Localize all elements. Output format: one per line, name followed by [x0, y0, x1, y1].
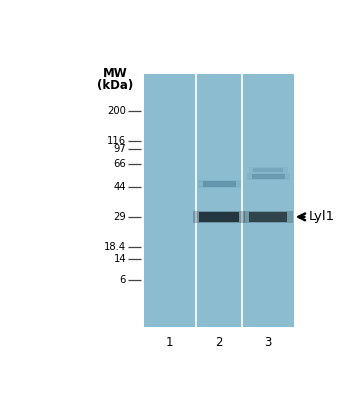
Text: MW: MW [103, 68, 128, 80]
Text: 1: 1 [166, 336, 174, 349]
Bar [247, 173, 290, 180]
Bar [250, 212, 287, 222]
Text: 44: 44 [114, 182, 126, 192]
Bar [203, 181, 236, 187]
Bar [252, 174, 285, 179]
Text: Lyl1: Lyl1 [309, 210, 335, 223]
Text: 14: 14 [114, 254, 126, 264]
Bar [253, 168, 283, 172]
Text: 29: 29 [113, 212, 126, 222]
Bar [193, 211, 245, 223]
Text: 18.4: 18.4 [104, 242, 126, 252]
Bar [244, 211, 293, 223]
Text: 3: 3 [265, 336, 272, 349]
Text: (kDa): (kDa) [97, 79, 133, 92]
Text: 116: 116 [107, 136, 126, 146]
Text: 200: 200 [107, 106, 126, 116]
Text: 66: 66 [113, 159, 126, 169]
Bar [199, 212, 239, 222]
Bar [249, 167, 288, 173]
Bar [144, 74, 294, 327]
Text: 2: 2 [215, 336, 223, 349]
Text: 6: 6 [120, 275, 126, 285]
Bar [198, 180, 240, 188]
Text: 97: 97 [113, 144, 126, 154]
